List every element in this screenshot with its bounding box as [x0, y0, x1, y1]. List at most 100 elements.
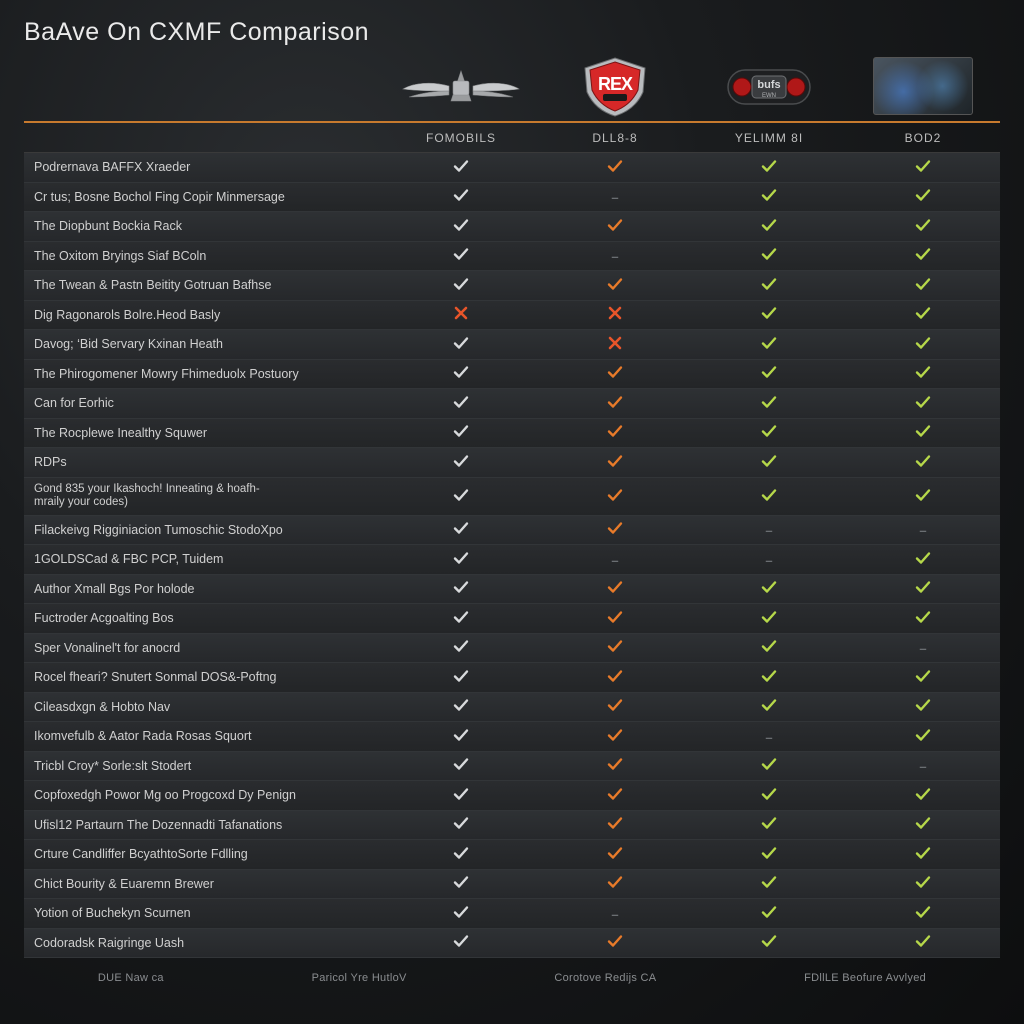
feature-cell [538, 519, 692, 540]
table-row: The Phirogomener Mowry Fhimeduolx Postuo… [24, 360, 1000, 390]
feature-cell [538, 393, 692, 414]
feature-cell [538, 305, 692, 324]
feature-cell [538, 844, 692, 865]
check-icon [452, 245, 470, 266]
feature-cell [846, 785, 1000, 806]
check-icon [914, 422, 932, 443]
dash-icon: – [919, 639, 926, 656]
row-label: Dig Ragonarols Bolre.Heod Basly [24, 308, 384, 322]
check-icon [606, 393, 624, 414]
table-row: Can for Eorhic [24, 389, 1000, 419]
feature-cell [538, 216, 692, 237]
table-row: Codoradsk Raigringe Uash [24, 929, 1000, 959]
check-icon [452, 873, 470, 894]
check-icon [606, 486, 624, 507]
check-icon [914, 275, 932, 296]
logo-header-row: REX bufs EWN [24, 55, 1000, 123]
check-icon [606, 608, 624, 629]
check-icon [452, 334, 470, 355]
check-icon [914, 304, 932, 325]
feature-cell: – [846, 521, 1000, 538]
feature-cell [692, 393, 846, 414]
check-icon [452, 578, 470, 599]
feature-cell [692, 157, 846, 178]
feature-cell [846, 873, 1000, 894]
cross-icon [607, 305, 623, 324]
feature-cell [692, 486, 846, 507]
check-icon [452, 844, 470, 865]
check-icon [452, 452, 470, 473]
check-icon [914, 873, 932, 894]
feature-cell [384, 637, 538, 658]
table-row: Dig Ragonarols Bolre.Heod Basly [24, 301, 1000, 331]
shield-logo-icon: REX [575, 54, 655, 118]
feature-cell [384, 452, 538, 473]
feature-cell [692, 578, 846, 599]
table-row: RDPs [24, 448, 1000, 478]
check-icon [606, 275, 624, 296]
check-icon [452, 667, 470, 688]
feature-cell [692, 696, 846, 717]
feature-cell [846, 486, 1000, 507]
feature-cell [692, 844, 846, 865]
feature-cell [384, 932, 538, 953]
check-icon [452, 275, 470, 296]
check-icon [914, 157, 932, 178]
row-label: Copfoxedgh Powor Mg oo Progcoxd Dy Penig… [24, 788, 384, 802]
check-icon [452, 422, 470, 443]
table-row: Rocel fheari? Snutert Sonmal DOS&-Poftng [24, 663, 1000, 693]
feature-cell [384, 785, 538, 806]
check-icon [760, 755, 778, 776]
feature-cell [846, 696, 1000, 717]
feature-cell [384, 519, 538, 540]
wings-logo-icon [401, 61, 521, 111]
feature-cell [846, 578, 1000, 599]
feature-cell [384, 667, 538, 688]
logo-col-2: REX [538, 55, 692, 117]
feature-cell [846, 452, 1000, 473]
feature-cell [846, 363, 1000, 384]
feature-cell [384, 275, 538, 296]
row-label: The Oxitom Bryings Siaf BColn [24, 249, 384, 263]
check-icon [914, 608, 932, 629]
table-row: Chict Bourity & Euaremn Brewer [24, 870, 1000, 900]
check-icon [760, 578, 778, 599]
check-icon [914, 903, 932, 924]
feature-cell [384, 578, 538, 599]
check-icon [914, 245, 932, 266]
check-icon [606, 873, 624, 894]
check-icon [914, 726, 932, 747]
table-row: The Diopbunt Bockia Rack [24, 212, 1000, 242]
column-header-4: BOD2 [846, 131, 1000, 145]
check-icon [914, 334, 932, 355]
feature-cell [692, 422, 846, 443]
table-row: 1GOLDSCad & FBC PCP, Tuidem–– [24, 545, 1000, 575]
row-label: Yotion of Buchekyn Scurnen [24, 906, 384, 920]
feature-cell [846, 275, 1000, 296]
feature-cell [692, 903, 846, 924]
footer-row: DUE Naw ca Paricol Yre HutloV Corotove R… [24, 958, 1000, 984]
feature-cell [692, 245, 846, 266]
dash-icon: – [611, 188, 618, 205]
table-row: The Rocplewe Inealthy Squwer [24, 419, 1000, 449]
check-icon [760, 452, 778, 473]
check-icon [606, 363, 624, 384]
check-icon [606, 785, 624, 806]
check-icon [606, 422, 624, 443]
check-icon [606, 216, 624, 237]
table-row: Cr tus; Bosne Bochol Fing Copir Minmersa… [24, 183, 1000, 213]
check-icon [914, 186, 932, 207]
feature-cell [384, 696, 538, 717]
feature-cell [692, 873, 846, 894]
check-icon [760, 245, 778, 266]
dash-icon: – [919, 757, 926, 774]
feature-cell [384, 393, 538, 414]
table-row: Tricbl Croy* Sorle:slt Stodert– [24, 752, 1000, 782]
dash-icon: – [611, 551, 618, 568]
table-row: Crture Candliffer BcyathtoSorte Fdlling [24, 840, 1000, 870]
cross-icon [453, 305, 469, 324]
feature-cell: – [692, 521, 846, 538]
feature-cell [846, 844, 1000, 865]
feature-cell: – [692, 728, 846, 745]
feature-cell [846, 186, 1000, 207]
